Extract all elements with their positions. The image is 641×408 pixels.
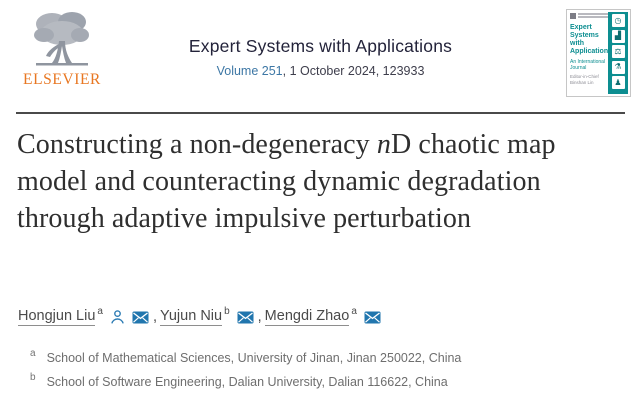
header-divider [16, 112, 625, 114]
author-yujun-niu: Yujun Niu b , [160, 305, 265, 326]
issue-info: , 1 October 2024, 123933 [282, 64, 425, 78]
author-hongjun-liu: Hongjun Liu a , [18, 305, 160, 326]
person-icon[interactable] [110, 309, 125, 325]
affiliation-row: b School of Software Engineering, Dalian… [18, 372, 618, 390]
author-name[interactable]: Yujun Niu [160, 308, 223, 326]
affiliation-text: School of Mathematical Sciences, Univers… [46, 351, 462, 365]
italic-n: n [376, 129, 391, 160]
volume-link[interactable]: Volume 251 [216, 64, 283, 78]
robot-icon: ♟ [611, 76, 625, 89]
cover-icon-column: ◷ ▟ ⚖ ⚗ ♟ [608, 12, 628, 94]
article-title: Constructing a non-degeneracy nD chaotic… [17, 129, 556, 234]
author-superscript: a [97, 305, 103, 317]
affiliations: a School of Mathematical Sciences, Unive… [18, 348, 618, 399]
affiliation-row: a School of Mathematical Sciences, Unive… [18, 348, 618, 366]
journal-header: Expert Systems with Applications Volume … [0, 36, 641, 78]
envelope-icon[interactable] [237, 311, 254, 324]
elsevier-tree-logo [34, 12, 89, 66]
cover-editor-line: Editor-in-Chief Binshan Lin [570, 73, 599, 85]
author-superscript: b [224, 305, 230, 317]
cover-mini-text-bars [578, 13, 608, 19]
authors-row: Hongjun Liu a , Yujun Niu b [18, 303, 381, 331]
affiliation-superscript: b [30, 372, 36, 384]
cover-mini-logo [570, 13, 576, 19]
cover-subtitle: An International Journal [570, 58, 606, 71]
flask-icon: ⚗ [611, 60, 625, 74]
cover-left-panel: Expert Systems with Applications An Inte… [570, 13, 613, 85]
gauge-icon: ◷ [611, 14, 625, 27]
volume-issue-line: Volume 251, 1 October 2024, 123933 [0, 64, 641, 78]
bar-chart-icon: ▟ [611, 29, 625, 43]
scales-icon: ⚖ [611, 45, 625, 58]
author-mengdi-zhao: Mengdi Zhao a [264, 305, 381, 326]
envelope-icon[interactable] [364, 311, 381, 324]
affiliation-text: School of Software Engineering, Dalian U… [46, 375, 448, 390]
affiliation-superscript: a [30, 348, 36, 359]
journal-title-link[interactable]: Expert Systems with Applications [188, 36, 453, 56]
cover-title: Expert Systems with Applications [570, 24, 613, 56]
author-separator: , [152, 309, 157, 325]
elsevier-logo[interactable]: ELSEVIER [14, 8, 110, 89]
author-superscript: a [351, 305, 357, 317]
envelope-icon[interactable] [132, 311, 149, 324]
author-separator: , [257, 309, 262, 325]
author-name[interactable]: Mengdi Zhao [264, 308, 350, 326]
author-name[interactable]: Hongjun Liu [18, 308, 96, 326]
elsevier-wordmark: ELSEVIER [23, 71, 101, 88]
journal-cover-thumbnail[interactable]: Expert Systems with Applications An Inte… [566, 9, 631, 97]
cover-mini-header [570, 13, 608, 21]
